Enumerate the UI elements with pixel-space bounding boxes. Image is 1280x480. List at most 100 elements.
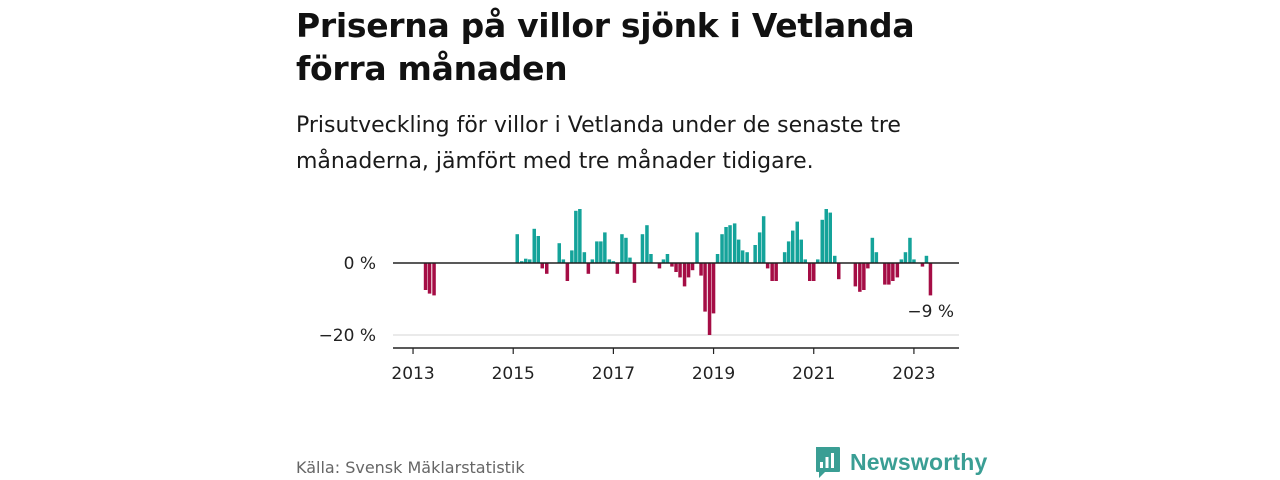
bar xyxy=(791,230,795,263)
bar xyxy=(640,234,645,263)
bar xyxy=(595,241,599,263)
bar xyxy=(615,263,620,274)
axis-layer: 0 % −20 % 2013 2015 2017 2019 2021 2023 −9 % xyxy=(319,254,959,384)
bar xyxy=(824,209,828,263)
bar xyxy=(432,263,436,296)
bar xyxy=(908,237,912,263)
x-tick-label: 2023 xyxy=(892,364,935,384)
chart-subtitle: Prisutveckling för villor i Vetlanda und… xyxy=(296,113,901,174)
newsworthy-brand[interactable]: Newsworthy xyxy=(814,445,987,479)
bar xyxy=(732,223,737,263)
bar xyxy=(661,259,666,263)
bar xyxy=(532,228,536,263)
bar xyxy=(786,241,791,263)
bar xyxy=(565,263,570,281)
bar xyxy=(520,261,524,263)
bar xyxy=(866,263,870,269)
bar xyxy=(720,234,724,263)
bar xyxy=(607,259,612,263)
bar xyxy=(540,263,544,269)
y-tick-label: −20 % xyxy=(319,326,376,346)
bar xyxy=(745,252,749,263)
bar xyxy=(903,252,908,263)
bar xyxy=(799,239,803,263)
bar xyxy=(833,255,837,263)
bar xyxy=(703,263,707,312)
source-note: Källa: Svensk Mäklarstatistik xyxy=(296,458,525,477)
bar xyxy=(665,254,670,263)
bar xyxy=(645,225,649,263)
bar xyxy=(690,263,695,271)
bar xyxy=(828,212,832,263)
bar xyxy=(557,243,561,263)
bar xyxy=(620,234,624,263)
bar xyxy=(699,263,703,276)
bar xyxy=(920,263,925,267)
bar xyxy=(808,263,812,281)
bar xyxy=(761,216,766,263)
bar xyxy=(574,210,578,263)
bar xyxy=(757,232,762,263)
chart-card: Priserna på villor sjönk i Vetlanda förr… xyxy=(296,0,987,480)
bar xyxy=(883,263,887,285)
bar xyxy=(736,239,741,263)
bar xyxy=(853,263,858,287)
bar xyxy=(837,263,841,280)
bar xyxy=(887,263,891,285)
bar xyxy=(586,263,591,274)
bar xyxy=(686,263,691,278)
x-tick-label: 2013 xyxy=(391,364,434,384)
x-tick-label: 2019 xyxy=(692,364,735,384)
bar xyxy=(561,259,566,263)
bar xyxy=(570,250,574,263)
bar xyxy=(545,263,549,274)
x-tick-label: 2017 xyxy=(592,364,635,384)
bar xyxy=(816,259,820,263)
bar xyxy=(624,237,628,263)
bar xyxy=(590,259,595,263)
bar xyxy=(628,257,632,263)
bar xyxy=(774,263,778,281)
bar xyxy=(928,263,933,296)
last-value-label: −9 % xyxy=(907,302,954,322)
bar xyxy=(599,241,603,263)
bar xyxy=(891,263,895,281)
bar xyxy=(528,259,532,263)
brand-name: Newsworthy xyxy=(850,448,988,475)
bar xyxy=(795,221,799,263)
bar xyxy=(862,263,866,290)
bar xyxy=(740,250,745,263)
bar xyxy=(423,263,428,290)
bar xyxy=(649,254,653,263)
bar xyxy=(603,232,607,263)
bar xyxy=(678,263,682,278)
x-tick-label: 2015 xyxy=(492,364,535,384)
bar-chart: 0 % −20 % 2013 2015 2017 2019 2021 2023 −9 % xyxy=(319,209,959,384)
bar xyxy=(858,263,862,292)
bar xyxy=(803,259,807,263)
bar xyxy=(753,245,757,263)
bar xyxy=(728,225,732,263)
bar xyxy=(724,227,728,263)
bar xyxy=(707,263,712,335)
bar xyxy=(874,252,879,263)
bar xyxy=(765,263,770,269)
y-tick-label: 0 % xyxy=(344,254,376,274)
bar-layer xyxy=(423,209,933,335)
bar xyxy=(812,263,816,281)
bar xyxy=(770,263,774,281)
bar xyxy=(427,263,432,294)
bar xyxy=(782,252,787,263)
bar xyxy=(582,252,587,263)
bar xyxy=(711,263,716,314)
bar xyxy=(912,259,916,263)
bar xyxy=(820,219,824,263)
bar xyxy=(515,234,519,263)
bar xyxy=(578,209,582,263)
bar xyxy=(899,259,904,263)
bar xyxy=(632,263,637,283)
bar xyxy=(611,261,616,263)
bar xyxy=(524,258,528,263)
bar xyxy=(870,237,875,263)
bar xyxy=(924,255,929,263)
